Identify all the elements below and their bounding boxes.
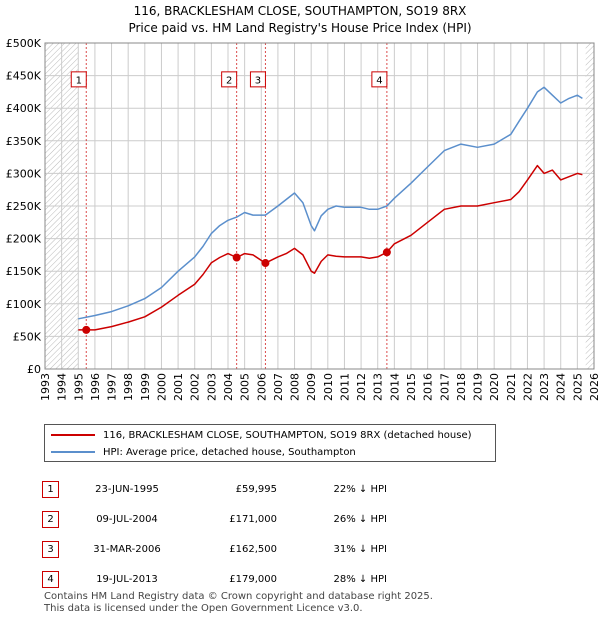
transaction-price: £59,995 (235, 483, 277, 495)
transaction-price: £171,000 (229, 513, 277, 525)
y-tick-label: £450K (6, 70, 42, 83)
y-tick-label: £50K (13, 330, 42, 343)
x-tick-label: 2002 (189, 373, 202, 401)
transaction-hpi-diff: 22% ↓ HPI (333, 483, 387, 495)
x-tick-label: 2003 (205, 373, 218, 401)
transaction-box (70, 71, 87, 88)
x-tick-label: 1993 (39, 373, 52, 401)
table-row: 1 23-JUN-1995 £59,995 22% ↓ HPI (42, 474, 387, 504)
x-tick-label: 2021 (505, 373, 518, 401)
chart-subtitle: Price paid vs. HM Land Registry's House … (128, 21, 472, 35)
x-tick-label: 2015 (405, 373, 418, 401)
table-row: 3 31-MAR-2006 £162,500 31% ↓ HPI (42, 534, 387, 564)
legend: 116, BRACKLESHAM CLOSE, SOUTHAMPTON, SO1… (44, 424, 496, 462)
hpi-series-line (78, 86, 583, 320)
chart-title: 116, BRACKLESHAM CLOSE, SOUTHAMPTON, SO1… (133, 4, 467, 18)
transaction-point (232, 253, 241, 262)
transaction-box-label: 4 (376, 75, 382, 86)
y-tick-label: £200K (6, 233, 42, 246)
x-tick-label: 2006 (255, 373, 268, 401)
transaction-number: 2 (42, 510, 59, 528)
x-tick-label: 2022 (521, 373, 534, 401)
x-tick-label: 2008 (289, 373, 302, 401)
x-tick-label: 2001 (172, 373, 185, 401)
y-tick-label: £300K (6, 167, 42, 180)
transactions-table: 1 23-JUN-1995 £59,995 22% ↓ HPI 2 09-JUL… (42, 474, 387, 594)
y-tick-label: £250K (6, 200, 42, 213)
x-tick-label: 2004 (222, 373, 235, 401)
x-tick-label: 2016 (422, 373, 435, 401)
transaction-price: £162,500 (229, 543, 277, 555)
x-tick-label: 2012 (355, 373, 368, 401)
transaction-box (249, 71, 266, 88)
transaction-price: £179,000 (229, 573, 277, 585)
x-tick-label: 2014 (388, 373, 401, 401)
x-tick-label: 2009 (305, 373, 318, 401)
x-tick-label: 2023 (538, 373, 551, 401)
transaction-point (82, 325, 91, 334)
legend-item-hpi: HPI: Average price, detached house, Sout… (51, 444, 356, 460)
y-tick-label: £100K (6, 298, 42, 311)
plot-area (44, 42, 595, 370)
x-tick-label: 1995 (72, 373, 85, 401)
legend-label-hpi: HPI: Average price, detached house, Sout… (103, 446, 356, 458)
transaction-box (371, 71, 388, 88)
transaction-box-label: 3 (255, 75, 261, 86)
legend-item-property: 116, BRACKLESHAM CLOSE, SOUTHAMPTON, SO1… (51, 427, 472, 443)
x-tick-label: 1999 (139, 373, 152, 401)
x-tick-label: 2013 (372, 373, 385, 401)
legend-swatch-property (51, 434, 95, 436)
x-tick-label: 2026 (588, 373, 600, 401)
transaction-hpi-diff: 26% ↓ HPI (333, 513, 387, 525)
property-series-line (78, 164, 583, 331)
transaction-box-label: 2 (226, 75, 232, 86)
y-tick-label: £0 (27, 363, 41, 376)
y-tick-label: £500K (6, 37, 42, 50)
transaction-number: 3 (42, 540, 59, 558)
x-tick-label: 2011 (338, 373, 351, 401)
transaction-date: 23-JUN-1995 (95, 483, 159, 495)
legend-swatch-hpi (51, 451, 95, 453)
x-tick-label: 2000 (155, 373, 168, 401)
x-tick-label: 2024 (555, 373, 568, 401)
transaction-number: 1 (42, 480, 59, 498)
transaction-hpi-diff: 31% ↓ HPI (333, 543, 387, 555)
transaction-number: 4 (42, 570, 59, 588)
table-row: 4 19-JUL-2013 £179,000 28% ↓ HPI (42, 564, 387, 594)
footer-line-2: This data is licensed under the Open Gov… (44, 603, 363, 614)
table-row: 2 09-JUL-2004 £171,000 26% ↓ HPI (42, 504, 387, 534)
x-tick-label: 1996 (89, 373, 102, 401)
price-chart: £0 £50K £100K £150K £200K £250K £300K £350K £400… (6, 37, 600, 401)
legend-label-property: 116, BRACKLESHAM CLOSE, SOUTHAMPTON, SO1… (103, 429, 472, 441)
x-tick-label: 2020 (488, 373, 501, 401)
x-tick-label: 2018 (455, 373, 468, 401)
transaction-point (261, 259, 270, 268)
footer-note: Contains HM Land Registry data © Crown c… (44, 591, 433, 615)
x-tick-label: 2005 (239, 373, 252, 401)
x-tick-label: 2007 (272, 373, 285, 401)
transaction-box (221, 71, 238, 88)
y-tick-label: £350K (6, 135, 42, 148)
y-tick-label: £400K (6, 102, 42, 115)
footer-line-1: Contains HM Land Registry data © Crown c… (44, 591, 433, 602)
transaction-box-label: 1 (76, 75, 82, 86)
transaction-date: 19-JUL-2013 (96, 573, 158, 585)
x-tick-label: 1997 (106, 373, 119, 401)
transaction-hpi-diff: 28% ↓ HPI (333, 573, 387, 585)
x-tick-label: 2019 (472, 373, 485, 401)
transaction-date: 31-MAR-2006 (93, 543, 161, 555)
x-tick-label: 2010 (322, 373, 335, 401)
x-tick-label: 2017 (438, 373, 451, 401)
x-tick-label: 2025 (571, 373, 584, 401)
x-tick-label: 1998 (122, 373, 135, 401)
transaction-point (382, 248, 391, 257)
transaction-date: 09-JUL-2004 (96, 513, 158, 525)
x-tick-label: 1994 (56, 373, 69, 401)
y-tick-label: £150K (6, 265, 42, 278)
